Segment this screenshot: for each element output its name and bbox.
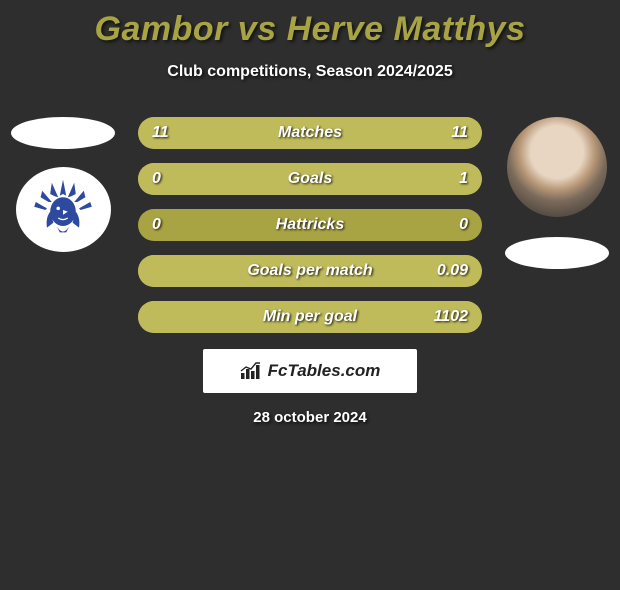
right-club-logo-placeholder (505, 237, 609, 269)
stat-bar: 11Matches11 (138, 117, 482, 149)
stat-right-value: 1 (428, 170, 468, 188)
stat-label: Goals (192, 170, 428, 188)
native-headdress-icon (23, 170, 103, 250)
stat-label: Goals per match (192, 262, 428, 280)
stat-bar: 0Goals1 (138, 163, 482, 195)
source-badge-text: FcTables.com (268, 361, 381, 381)
stat-left-value: 0 (152, 170, 192, 188)
stat-bar: Goals per match0.09 (138, 255, 482, 287)
stat-right-value: 1102 (428, 308, 468, 326)
stat-right-value: 0.09 (428, 262, 468, 280)
stat-bar-content: 0Goals1 (152, 170, 468, 188)
stat-bar-content: Min per goal1102 (152, 308, 468, 326)
stat-label: Hattricks (192, 216, 428, 234)
left-player-column (8, 117, 118, 252)
stat-bar: Min per goal1102 (138, 301, 482, 333)
stat-bar: 0Hattricks0 (138, 209, 482, 241)
stat-right-value: 0 (428, 216, 468, 234)
stat-right-value: 11 (428, 124, 468, 142)
stat-bar-content: 11Matches11 (152, 124, 468, 142)
stat-bars: 11Matches110Goals10Hattricks0Goals per m… (138, 117, 482, 333)
stat-bar-content: Goals per match0.09 (152, 262, 468, 280)
bar-chart-icon (240, 362, 262, 380)
comparison-subtitle: Club competitions, Season 2024/2025 (0, 63, 620, 81)
left-club-logo (16, 167, 111, 252)
stat-bar-content: 0Hattricks0 (152, 216, 468, 234)
stat-label: Matches (192, 124, 428, 142)
source-badge: FcTables.com (203, 349, 417, 393)
comparison-body: 11Matches110Goals10Hattricks0Goals per m… (0, 117, 620, 333)
right-player-column (502, 117, 612, 269)
comparison-date: 28 october 2024 (0, 409, 620, 426)
comparison-title: Gambor vs Herve Matthys (0, 10, 620, 49)
stat-label: Min per goal (192, 308, 428, 326)
left-player-photo-placeholder (11, 117, 115, 149)
stat-left-value: 0 (152, 216, 192, 234)
right-player-photo (507, 117, 607, 217)
stat-left-value: 11 (152, 124, 192, 142)
